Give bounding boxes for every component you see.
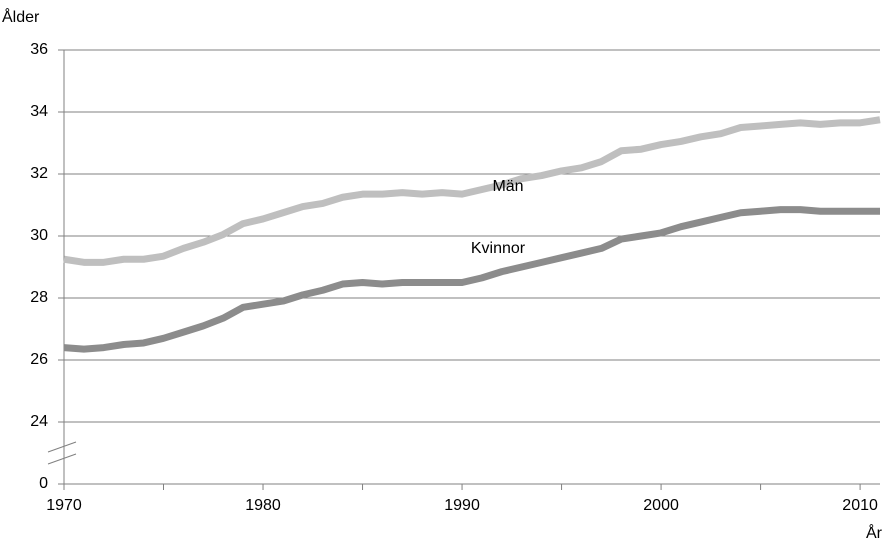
x-axis-label: År bbox=[866, 523, 883, 542]
x-tick-label: 2000 bbox=[643, 497, 679, 514]
y-tick-label: 36 bbox=[30, 41, 48, 58]
axis-break bbox=[47, 441, 77, 453]
y-tick-label: 0 bbox=[39, 475, 48, 492]
x-tick-label: 1980 bbox=[245, 497, 281, 514]
y-tick-label: 30 bbox=[30, 227, 48, 244]
series-label: Män bbox=[492, 178, 523, 195]
x-tick-label: 2010 bbox=[842, 497, 878, 514]
y-axis-label: Ålder bbox=[2, 7, 40, 26]
y-tick-label: 26 bbox=[30, 351, 48, 368]
series-label: Kvinnor bbox=[471, 240, 526, 257]
line-series bbox=[63, 116, 881, 266]
line-series bbox=[63, 206, 880, 353]
axis-break bbox=[47, 453, 77, 465]
x-tick-label: 1990 bbox=[444, 497, 480, 514]
y-tick-label: 34 bbox=[30, 103, 48, 120]
y-tick-label: 28 bbox=[30, 289, 48, 306]
y-tick-label: 32 bbox=[30, 165, 48, 182]
y-tick-label: 24 bbox=[30, 413, 48, 430]
x-tick-label: 1970 bbox=[46, 497, 82, 514]
